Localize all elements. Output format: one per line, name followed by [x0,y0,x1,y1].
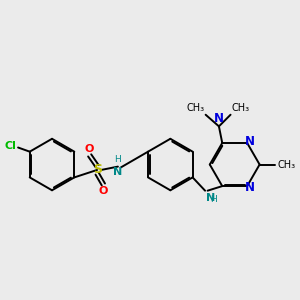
Text: O: O [85,144,94,154]
Text: CH₃: CH₃ [186,103,204,113]
Text: S: S [93,164,102,176]
Text: H: H [115,155,121,164]
Text: N: N [244,135,255,148]
Text: Cl: Cl [4,141,16,151]
Text: N: N [113,167,122,177]
Text: N: N [244,181,255,194]
Text: CH₃: CH₃ [232,103,250,113]
Text: N: N [206,193,215,203]
Text: H: H [211,195,217,204]
Text: CH₃: CH₃ [277,160,295,170]
Text: O: O [99,186,108,196]
Text: N: N [214,112,224,125]
